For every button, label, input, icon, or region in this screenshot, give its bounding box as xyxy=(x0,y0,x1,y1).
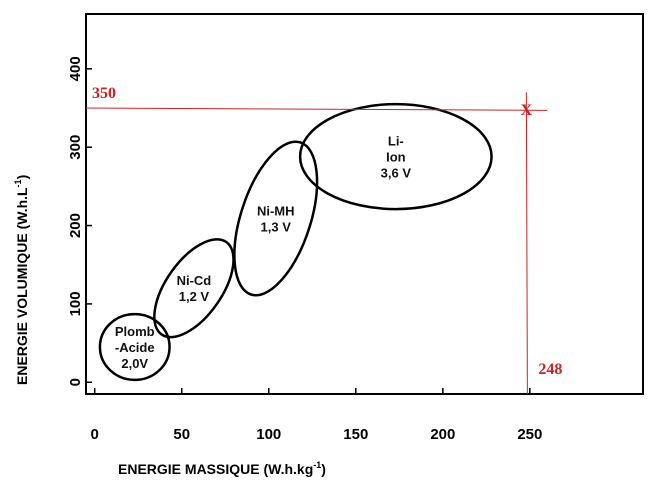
region-label: 1,3 V xyxy=(261,219,292,234)
x-axis-label-suffix: ) xyxy=(321,461,326,477)
region-label: Ni-Cd xyxy=(177,273,212,288)
x-tick-label: 250 xyxy=(517,426,542,443)
y-tick-label: 100 xyxy=(67,291,84,316)
region-label: Ni-MH xyxy=(257,203,295,218)
region-label: 3,6 V xyxy=(381,166,412,181)
reference-y-label: 350 xyxy=(92,85,116,102)
x-tick-label: 150 xyxy=(343,426,368,443)
region-ellipse xyxy=(233,140,319,297)
y-tick-label: 400 xyxy=(67,56,84,81)
region-label: 2,0V xyxy=(121,356,148,371)
x-tick-label: 100 xyxy=(256,426,281,443)
y-axis-label-text: ENERGIE VOLUMIQUE (W.h.L xyxy=(14,187,30,385)
region-label: Plomb xyxy=(115,324,155,339)
reference-lines: 350 248 X xyxy=(85,85,562,395)
reference-horizontal-line xyxy=(85,107,548,111)
x-axis-label-sup: -1 xyxy=(313,460,321,470)
x-axis-ticks: 0 50 100 150 200 250 xyxy=(91,388,542,443)
y-tick-label: 0 xyxy=(67,378,84,386)
region-label: Li- xyxy=(388,134,404,149)
reference-marker: X xyxy=(521,102,533,119)
y-tick-label: 300 xyxy=(67,135,84,160)
x-tick-label: 200 xyxy=(430,426,455,443)
plot-frame xyxy=(85,13,644,395)
x-axis-label-text: ENERGIE MASSIQUE (W.h.kg xyxy=(118,461,313,477)
reference-vertical-line xyxy=(525,92,528,395)
region-ellipse xyxy=(298,102,493,211)
x-tick-label: 0 xyxy=(91,426,99,443)
region-label: Ion xyxy=(386,150,406,165)
region-ellipse xyxy=(153,238,235,339)
reference-x-label: 248 xyxy=(538,361,562,378)
y-axis-label: ENERGIE VOLUMIQUE (W.h.L-1) xyxy=(13,175,30,385)
y-tick-label: 200 xyxy=(67,213,84,238)
region-ellipse xyxy=(98,312,171,382)
region-label: -Acide xyxy=(115,340,155,355)
y-axis-label-suffix: ) xyxy=(14,175,30,180)
x-axis-label: ENERGIE MASSIQUE (W.h.kg-1) xyxy=(118,460,326,477)
y-axis-label-sup: -1 xyxy=(13,179,23,187)
x-tick-label: 50 xyxy=(173,426,190,443)
y-axis-ticks: 0 100 200 300 400 xyxy=(67,56,92,386)
region-label: 1,2 V xyxy=(179,289,210,304)
